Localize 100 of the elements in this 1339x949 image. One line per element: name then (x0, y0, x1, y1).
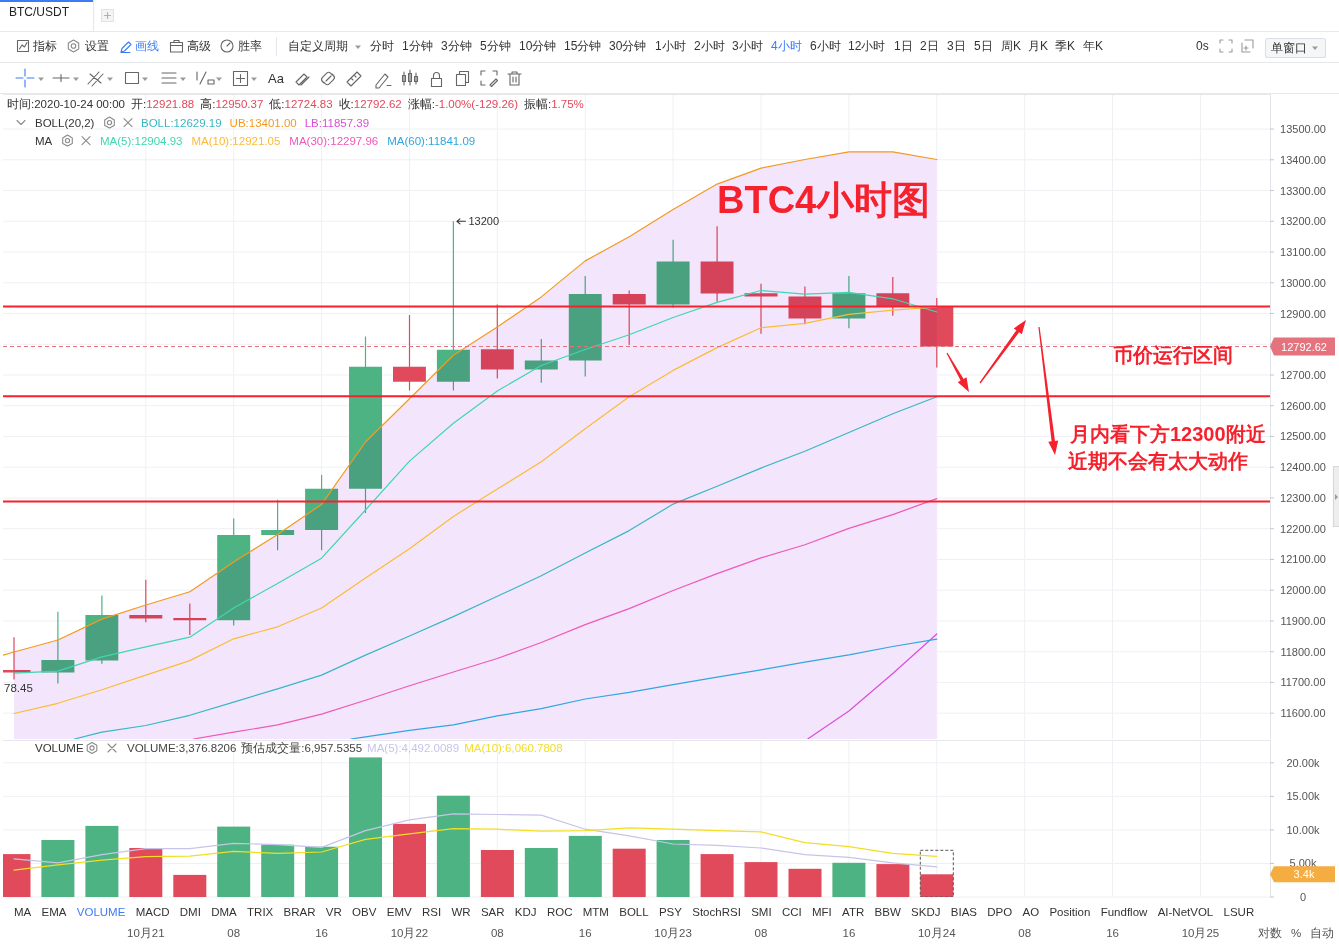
annotation: 币价运行区间 (1112, 344, 1233, 366)
x-tick-label: 10月25 (1181, 927, 1220, 939)
annotation: 13200 (468, 215, 499, 228)
y-tick-label: 13500.00 (1280, 123, 1326, 136)
line-series (3, 151, 938, 656)
text: VOLUME (76, 906, 126, 918)
line-series (192, 498, 938, 739)
line-series (350, 638, 938, 739)
text: 3小时 (732, 39, 763, 53)
text: AO (1022, 906, 1040, 918)
text: 年K (1083, 39, 1104, 53)
bar (612, 848, 646, 897)
annotation: 近期不会有太大动作 (1067, 450, 1248, 472)
text: 1小时 (655, 39, 686, 53)
y-tick-label: 13000.00 (1280, 276, 1326, 289)
text: 2日 (920, 39, 939, 53)
text: SAR (480, 906, 505, 918)
line-series (13, 827, 938, 871)
x-tick-label: 08 (1018, 927, 1032, 939)
text: BRAR (283, 906, 316, 918)
annotation: 涨幅:-1.00%(-129.26) (407, 98, 519, 110)
text: VR (325, 906, 342, 918)
text: 画线 (135, 39, 159, 53)
annotation: 预估成交量:6,957.5355 (241, 741, 363, 754)
text: 周K (1001, 39, 1022, 53)
y-tick-label: 11700.00 (1280, 676, 1326, 689)
text: 4小时 (771, 39, 802, 53)
text: DPO (987, 906, 1013, 918)
text: 高级 (187, 39, 211, 53)
y-tick-label: 11800.00 (1280, 645, 1326, 658)
text: 对数 (1258, 927, 1282, 939)
line-series (807, 633, 938, 739)
text: ROC (546, 906, 573, 918)
text: 月K (1028, 39, 1049, 53)
bar (173, 874, 207, 897)
y-tick-label: 12900.00 (1280, 307, 1326, 320)
annotation: MA (35, 134, 53, 147)
text: 30分钟 (609, 39, 647, 53)
y-tick-label: 13300.00 (1280, 184, 1326, 197)
text: OBV (352, 906, 377, 918)
y-tick-label: 13400.00 (1280, 153, 1326, 166)
text: AI-NetVOL (1157, 906, 1214, 918)
y-tick-label: 12200.00 (1280, 522, 1326, 535)
x-tick-label: 16 (842, 927, 856, 939)
text: WR (451, 906, 471, 918)
text: 自动 (1310, 927, 1334, 939)
text: 15分钟 (564, 39, 602, 53)
text: % (1291, 927, 1302, 939)
bar (788, 868, 822, 897)
bar (919, 849, 954, 897)
text: Aa (268, 70, 285, 86)
y-tick-label: 13100.00 (1280, 246, 1326, 259)
legend: BOLL:12629.19 UB:13401.00 LB:11857.39 (141, 116, 370, 129)
x-tick-label: 16 (315, 927, 328, 939)
text: LSUR (1223, 906, 1255, 918)
bar (349, 757, 382, 897)
text: 6小时 (810, 39, 841, 53)
x-tick-label: 08 (754, 927, 768, 939)
text: 季K (1055, 39, 1076, 53)
annotation: 月内看下方12300附近 (1069, 423, 1266, 445)
annotation: 低:12724.83 (269, 98, 333, 110)
y-tick-label: 15.00k (1286, 790, 1321, 803)
y-tick-label: 12100.00 (1280, 553, 1326, 566)
y-tick-label: 13200.00 (1280, 215, 1326, 228)
bar (41, 840, 75, 897)
text: ATR (842, 906, 865, 918)
bar (656, 840, 690, 897)
volume-tag: 3.4k (1270, 866, 1335, 883)
line-series (73, 396, 938, 739)
annotation: 收:12792.62 (338, 98, 402, 110)
price-tag: 12792.62 (1270, 337, 1335, 356)
text: KDJ (514, 906, 537, 918)
bar (832, 862, 866, 897)
text: PSY (658, 906, 683, 918)
text: 3日 (947, 39, 966, 53)
text: DMI (179, 906, 201, 918)
text: BBW (874, 906, 901, 918)
text: 3分钟 (441, 39, 472, 53)
text: SMI (751, 906, 772, 918)
y-tick-label: 12300.00 (1280, 491, 1326, 504)
x-tick-label: 16 (1106, 927, 1119, 939)
x-tick-label: 16 (578, 927, 592, 939)
bar (305, 846, 339, 897)
annotation: VOLUME (35, 742, 84, 754)
text: MFI (812, 906, 832, 918)
text: 单窗口 (1271, 40, 1307, 55)
text: EMA (41, 906, 67, 918)
text: 5日 (974, 39, 993, 53)
x-tick-label: 10月23 (654, 927, 692, 939)
annotation: BOLL(20,2) (35, 116, 95, 129)
bar (700, 854, 734, 897)
text: BTC4小时图 (717, 179, 931, 221)
text: 1日 (894, 39, 913, 53)
text: BIAS (950, 906, 978, 918)
text: 2小时 (694, 39, 725, 53)
bar (436, 795, 470, 897)
annotation: 78.45 (4, 682, 33, 694)
annotation: 开:12921.88 (131, 98, 195, 110)
text: CCI (781, 906, 802, 918)
annotation: 振幅:1.75% (524, 98, 584, 110)
